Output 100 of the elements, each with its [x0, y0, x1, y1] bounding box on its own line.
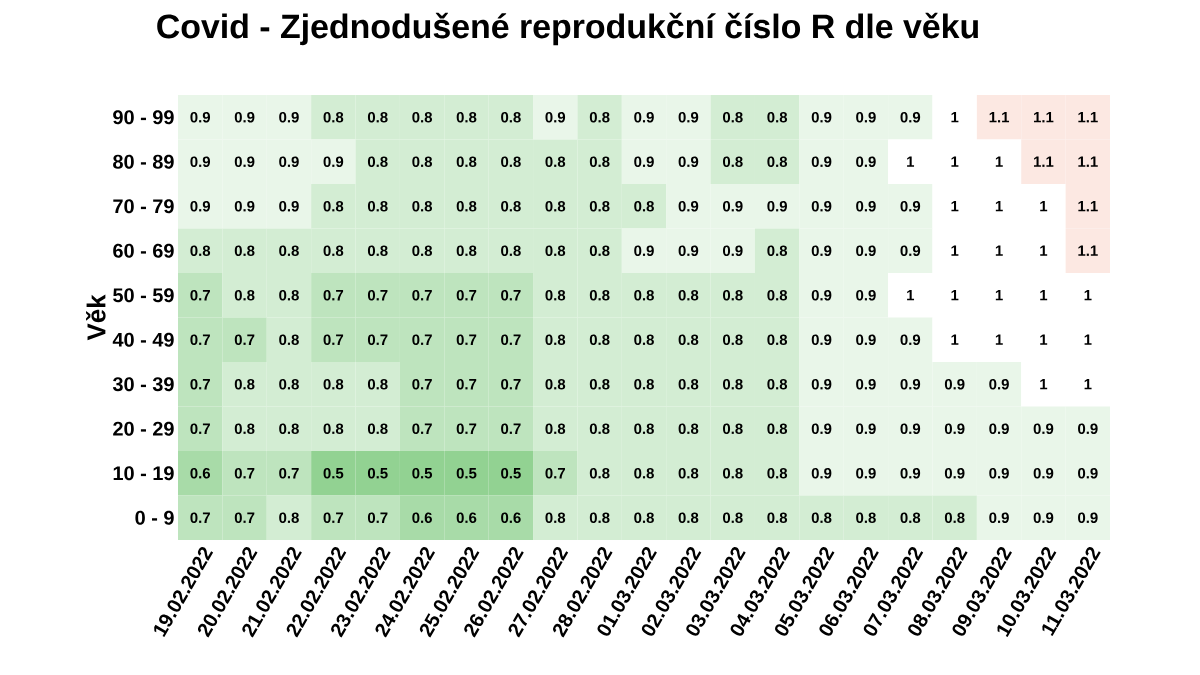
data-label: 0.9: [722, 245, 743, 257]
y-tick-label: 50 - 59: [113, 288, 174, 303]
data-label: 0.9: [190, 156, 211, 168]
data-label: 0.8: [412, 245, 433, 257]
data-label: 0.8: [323, 378, 344, 390]
data-label: 0.8: [634, 423, 654, 435]
data-label: 0.8: [545, 512, 566, 524]
data-label: 0.9: [944, 378, 965, 390]
data-label: 0.8: [678, 423, 699, 435]
data-label: 0.8: [722, 467, 743, 479]
data-label: 0.7: [367, 512, 388, 524]
data-label: 0.8: [367, 378, 388, 390]
data-label: 0.9: [545, 111, 566, 123]
data-label: 0.7: [190, 378, 210, 390]
data-label: 0.9: [1078, 423, 1098, 435]
data-label: 0.8: [279, 334, 299, 346]
data-label: 0.8: [279, 245, 299, 257]
data-label: 0.8: [767, 467, 788, 479]
data-label: 1: [995, 201, 1003, 212]
y-tick-label: 80 - 89: [113, 154, 174, 169]
data-label: 0.8: [456, 111, 477, 123]
y-tick-label: 90 - 99: [113, 110, 174, 125]
data-label: 0.9: [811, 423, 832, 435]
data-label: 1.1: [1078, 112, 1098, 123]
data-label: 0.9: [900, 200, 921, 212]
data-label: 0.9: [279, 111, 299, 123]
data-label: 1: [1040, 201, 1048, 212]
data-label: 0.9: [989, 423, 1009, 435]
data-label: 0.8: [944, 512, 965, 524]
data-label: 0.7: [323, 334, 344, 346]
data-label: 0.7: [279, 467, 299, 479]
data-label: 1: [1040, 245, 1048, 256]
data-label: 0.9: [279, 200, 299, 212]
data-label: 1: [951, 245, 959, 256]
data-label: 1: [1084, 290, 1092, 301]
data-label: 0.7: [234, 467, 255, 479]
data-label: 1: [951, 156, 959, 167]
data-label: 0.8: [545, 156, 566, 168]
data-label: 0.7: [456, 334, 477, 346]
data-label: 1: [951, 334, 959, 345]
y-tick-label: 40 - 49: [112, 332, 174, 347]
data-label: 0.9: [811, 289, 832, 301]
data-label: 0.8: [678, 467, 699, 479]
data-label: 1: [995, 290, 1003, 301]
data-label: 0.7: [501, 378, 521, 390]
data-label: 0.9: [1078, 512, 1098, 524]
data-label: 0.8: [545, 423, 566, 435]
data-label: 0.9: [678, 156, 699, 168]
data-label: 0.9: [190, 111, 211, 123]
data-label: 0.9: [678, 111, 699, 123]
data-label: 0.8: [545, 200, 566, 212]
data-label: 1: [1040, 334, 1048, 345]
data-label: 0.8: [589, 289, 610, 301]
data-label: 0.8: [279, 512, 299, 524]
data-label: 0.8: [323, 111, 344, 123]
data-label: 0.8: [900, 512, 921, 524]
data-label: 0.8: [501, 111, 521, 123]
data-label: 0.8: [589, 334, 610, 346]
data-label: 0.7: [234, 512, 255, 524]
y-tick-label: 70 - 79: [113, 199, 174, 214]
data-label: 0.8: [367, 423, 388, 435]
data-label: 0.9: [234, 111, 255, 123]
data-label: 0.8: [234, 289, 255, 301]
data-label: 0.7: [545, 467, 565, 479]
data-label: 0.8: [722, 111, 743, 123]
data-label: 1: [1084, 334, 1092, 345]
data-label: 0.8: [323, 423, 344, 435]
data-label: 1.1: [1033, 112, 1054, 123]
data-label: 0.7: [412, 334, 432, 346]
data-label: 0.7: [367, 334, 388, 346]
data-label: 0.7: [190, 289, 210, 301]
data-label: 0.8: [501, 156, 521, 168]
data-label: 0.9: [856, 245, 876, 257]
data-label: 0.9: [767, 200, 787, 212]
data-label: 0.8: [589, 156, 610, 168]
data-label: 0.8: [767, 289, 788, 301]
data-label: 0.6: [412, 512, 432, 524]
data-label: 0.8: [367, 111, 388, 123]
data-label: 0.7: [234, 334, 255, 346]
data-label: 0.9: [944, 467, 965, 479]
data-label: 1.1: [1078, 245, 1098, 256]
data-label: 0.9: [811, 378, 832, 390]
data-label: 0.8: [767, 512, 788, 524]
data-label: 0.8: [501, 200, 521, 212]
data-label: 0.9: [1078, 467, 1098, 479]
data-label: 0.8: [634, 467, 654, 479]
data-label: 0.9: [722, 200, 743, 212]
data-label: 0.9: [900, 245, 921, 257]
data-label: 0.7: [456, 423, 477, 435]
data-label: 0.9: [634, 111, 654, 123]
data-label: 0.9: [989, 512, 1009, 524]
data-label: 0.9: [900, 423, 921, 435]
data-label: 0.8: [279, 289, 299, 301]
y-tick-label: 60 - 69: [113, 243, 174, 258]
data-label: 0.9: [856, 111, 876, 123]
y-tick-label: 10 - 19: [113, 466, 174, 481]
data-label: 0.9: [900, 467, 921, 479]
data-label: 0.9: [190, 200, 211, 212]
data-label: 0.6: [501, 512, 521, 524]
y-axis-title: Věk: [86, 294, 106, 341]
